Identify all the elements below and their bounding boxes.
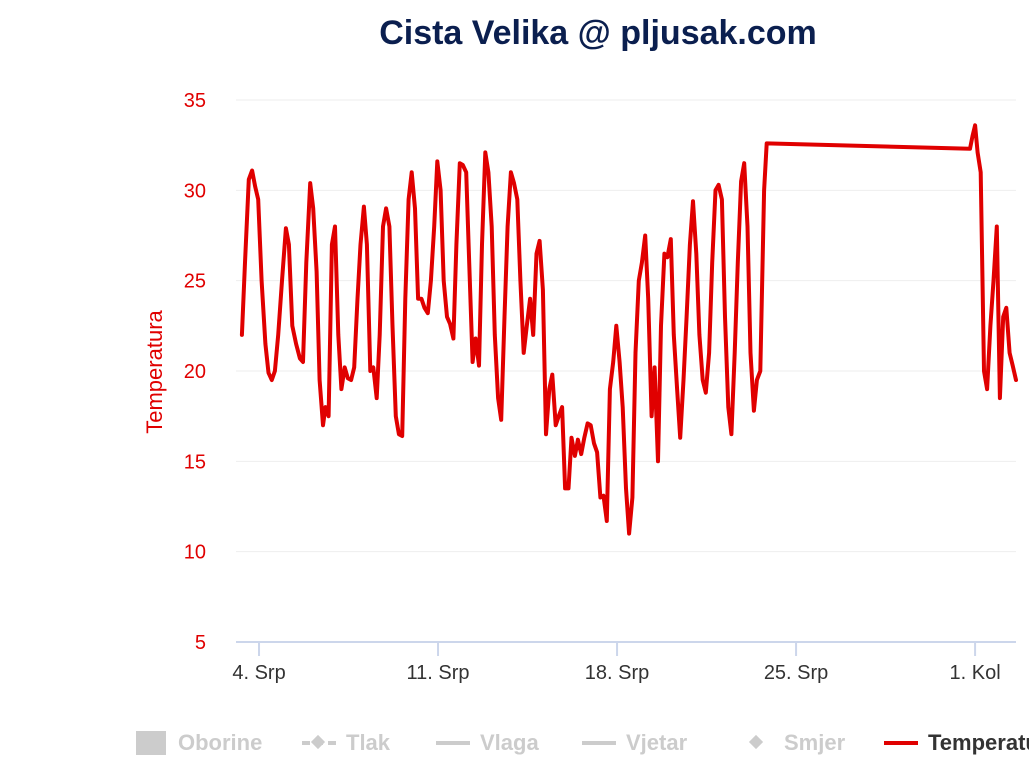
y-tick-label: 20: [184, 361, 206, 383]
x-axis: 4. Srp 11. Srp 18. Srp 25. Srp 1. Kol: [232, 641, 1016, 684]
legend-symbol-icon: [884, 728, 920, 758]
legend-symbol-icon: [436, 728, 472, 758]
legend-label: Temperatura: [928, 730, 1029, 755]
y-axis: 5 10 15 20 25 30 35: [184, 90, 206, 654]
legend-item-oborine[interactable]: Oborine: [134, 728, 262, 758]
y-axis-title: Temperatura: [142, 309, 167, 433]
legend-item-tlak[interactable]: Tlak: [302, 728, 390, 758]
x-tick-label: 1. Kol: [950, 662, 1001, 684]
y-tick-label: 5: [195, 632, 206, 654]
legend-symbol-icon: [740, 728, 776, 758]
x-tick-label: 11. Srp: [407, 662, 470, 684]
legend-label: Vlaga: [480, 730, 539, 755]
chart-title: Cista Velika @ pljusak.com: [379, 14, 817, 52]
legend-item-vjetar[interactable]: Vjetar: [582, 728, 687, 758]
y-tick-label: 15: [184, 451, 206, 473]
y-tick-label: 25: [184, 271, 206, 293]
legend-symbol-icon: [302, 728, 338, 758]
y-tick-label: 10: [184, 542, 206, 564]
x-tick-label: 25. Srp: [764, 662, 828, 684]
chart-svg: 4. Srp 11. Srp 18. Srp 25. Srp 1. Kol 5 10 15 2…: [142, 90, 1018, 684]
y-tick-label: 30: [184, 180, 206, 202]
series-layer: [239, 123, 1018, 536]
legend-label: Smjer: [784, 730, 846, 755]
legend-label: Oborine: [178, 730, 263, 755]
legend-item-smjer[interactable]: Smjer: [740, 728, 845, 758]
legend-label: Tlak: [346, 730, 391, 755]
legend-label: Vjetar: [626, 730, 688, 755]
legend-symbol-icon: [582, 728, 618, 758]
x-tick-label: 4. Srp: [232, 662, 285, 684]
legend-symbol-icon: [134, 728, 170, 758]
x-tick-label: 18. Srp: [585, 662, 649, 684]
legend-item-temperatura[interactable]: Temperatura: [884, 728, 1029, 758]
series-line-temperatura[interactable]: [239, 123, 1018, 536]
legend-item-vlaga[interactable]: Vlaga: [436, 728, 539, 758]
legend: Oborine Tlak Vlaga Vjetar Smjer Temperatura: [0, 722, 1029, 766]
y-tick-label: 35: [184, 90, 206, 112]
